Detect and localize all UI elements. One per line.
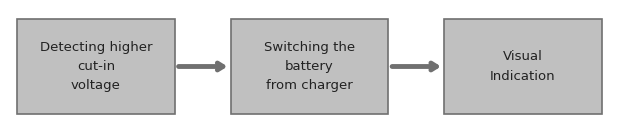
FancyBboxPatch shape bbox=[444, 19, 602, 114]
Text: Switching the
battery
from charger: Switching the battery from charger bbox=[264, 41, 355, 92]
Text: Visual
Indication: Visual Indication bbox=[490, 51, 556, 82]
Text: Detecting higher
cut-in
voltage: Detecting higher cut-in voltage bbox=[40, 41, 152, 92]
FancyBboxPatch shape bbox=[17, 19, 175, 114]
FancyBboxPatch shape bbox=[230, 19, 389, 114]
